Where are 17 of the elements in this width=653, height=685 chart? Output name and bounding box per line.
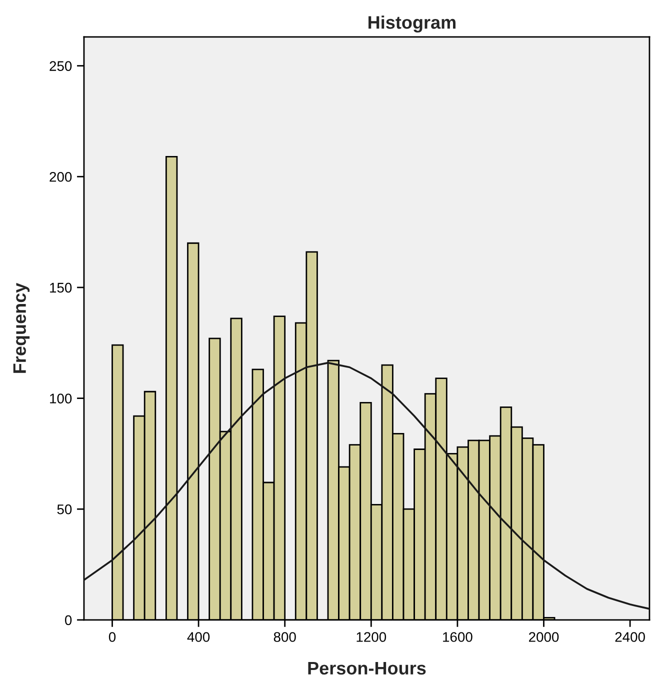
line-series xyxy=(84,362,650,610)
y-tick-label: 250 xyxy=(50,61,72,71)
y-tick-label: 0 xyxy=(64,615,72,626)
y-tick-label: 50 xyxy=(57,504,72,514)
y-tick-label: 150 xyxy=(50,282,72,293)
x-tick-label: 1600 xyxy=(443,632,472,642)
y-axis-title: Frequency xyxy=(13,282,30,373)
x-tick-label: 400 xyxy=(187,632,210,642)
y-tick-label: 200 xyxy=(50,172,72,182)
x-tick-label: 0 xyxy=(108,632,116,642)
chart-title: Histogram xyxy=(368,16,456,32)
x-axis-title: Person-Hours xyxy=(308,662,426,675)
x-tick-label: 2400 xyxy=(615,632,645,642)
x-tick-label: 2000 xyxy=(529,632,559,642)
y-tick-label: 100 xyxy=(50,394,72,404)
x-tick-label: 800 xyxy=(274,632,296,642)
x-tick-label: 1200 xyxy=(356,632,386,642)
